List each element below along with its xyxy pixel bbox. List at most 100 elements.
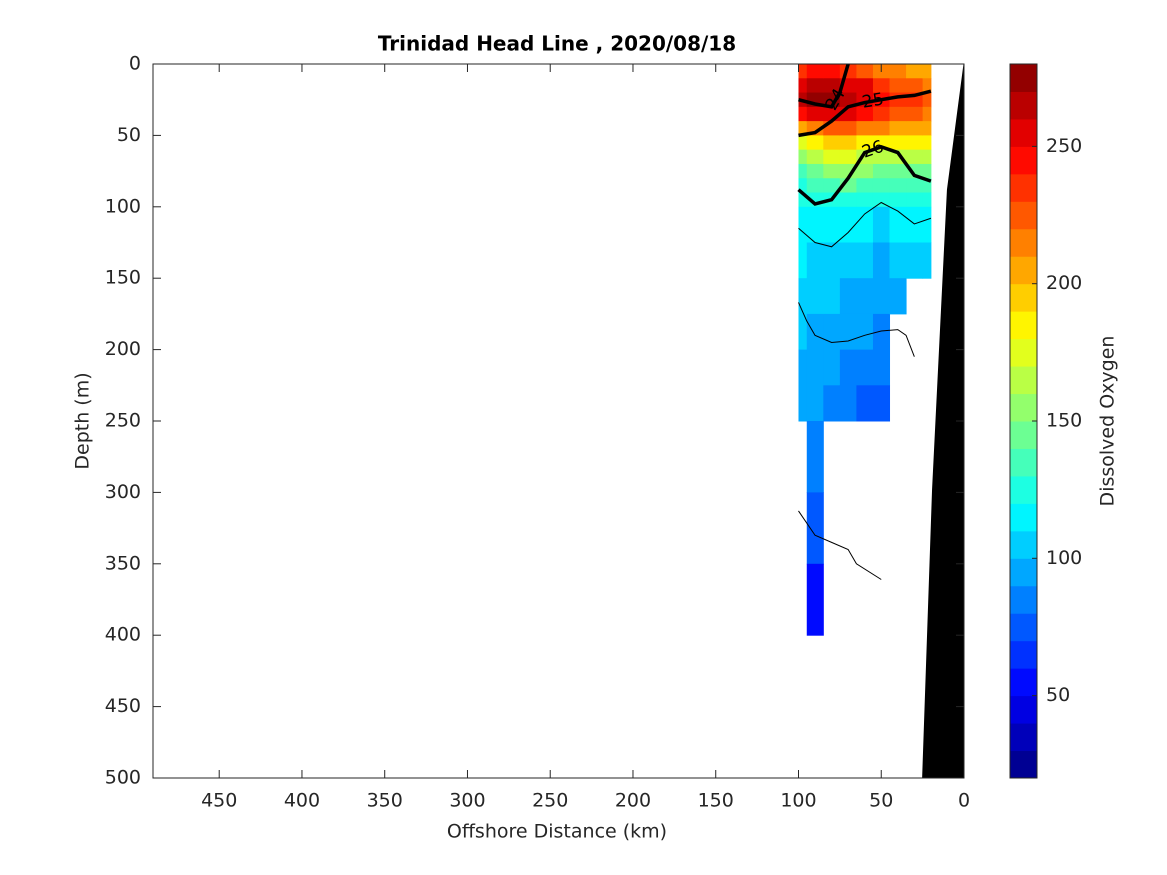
data-cell <box>823 385 841 422</box>
data-cell <box>798 135 808 151</box>
data-cell <box>839 278 857 315</box>
data-cell <box>922 163 932 179</box>
data-cell <box>798 163 808 179</box>
data-cell <box>906 106 924 122</box>
colorbar-band <box>1010 695 1037 724</box>
colorbar-band <box>1010 173 1037 202</box>
data-cell <box>839 92 857 108</box>
data-cell <box>872 192 891 208</box>
data-cell <box>889 178 907 194</box>
data-cell <box>798 64 808 79</box>
x-tick-label: 150 <box>698 790 734 812</box>
y-tick-label: 350 <box>105 552 141 574</box>
data-cell <box>922 121 932 136</box>
data-cell <box>889 278 907 315</box>
colorbar-band <box>1010 91 1037 120</box>
data-cell <box>839 385 857 422</box>
data-cell <box>823 149 841 165</box>
y-tick-label: 0 <box>129 53 141 75</box>
y-tick-label: 200 <box>105 338 141 360</box>
data-cell <box>872 242 891 279</box>
colorbar-tick-label: 150 <box>1046 410 1082 432</box>
x-tick-label: 400 <box>284 790 320 812</box>
data-cell <box>856 349 874 386</box>
data-cell <box>922 78 932 94</box>
x-axis-label: Offshore Distance (km) <box>447 821 667 843</box>
x-tick-label: 0 <box>958 790 970 812</box>
data-cell <box>889 78 907 94</box>
data-cell <box>922 92 932 108</box>
x-tick-label: 350 <box>367 790 403 812</box>
data-cell <box>806 64 824 79</box>
data-cell <box>922 64 932 79</box>
data-cell <box>872 121 891 136</box>
data-cell <box>872 385 891 422</box>
colorbar-band <box>1010 448 1037 477</box>
chart-title: Trinidad Head Line , 2020/08/18 <box>378 32 736 56</box>
x-tick-label: 300 <box>449 790 485 812</box>
data-cell <box>856 163 874 179</box>
y-tick-label: 100 <box>105 195 141 217</box>
data-cell <box>839 135 857 151</box>
data-cell <box>906 149 924 165</box>
data-cell <box>856 192 874 208</box>
data-cell <box>856 206 874 243</box>
data-cell <box>856 64 874 79</box>
data-cell <box>906 242 924 279</box>
data-cell <box>889 135 907 151</box>
data-cell <box>823 349 841 386</box>
data-cell <box>922 149 932 165</box>
data-cell <box>889 106 907 122</box>
contour-line <box>798 510 882 580</box>
data-cell <box>889 163 907 179</box>
data-cell <box>823 206 841 243</box>
data-cell <box>806 242 824 279</box>
colorbar-band <box>1010 283 1037 312</box>
data-cell <box>806 278 824 315</box>
data-cell <box>806 492 824 565</box>
data-cell <box>798 385 808 422</box>
data-cell <box>906 78 924 94</box>
colorbar-band <box>1010 393 1037 422</box>
data-cell <box>872 163 891 179</box>
y-tick-label: 500 <box>105 767 141 789</box>
data-cell <box>872 178 891 194</box>
contour-label: 25 <box>861 89 886 112</box>
colorbar-band <box>1010 256 1037 285</box>
colorbar-band <box>1010 503 1037 532</box>
y-axis-label: Depth (m) <box>72 372 94 469</box>
colorbar-band <box>1010 723 1037 752</box>
colorbar-tick-label: 200 <box>1046 272 1082 294</box>
data-cell <box>823 313 841 351</box>
data-cell <box>922 206 932 243</box>
data-cell <box>806 163 824 179</box>
colorbar-band <box>1010 585 1037 614</box>
colorbar-label: Dissolved Oxygen <box>1097 336 1119 507</box>
data-cell <box>889 64 907 79</box>
data-cell <box>798 192 808 208</box>
data-cell <box>823 163 841 179</box>
data-cell <box>823 178 841 194</box>
x-tick-label: 450 <box>201 790 237 812</box>
data-cell <box>872 206 891 243</box>
data-cell <box>798 242 808 279</box>
colorbar-tick-label: 100 <box>1046 547 1082 569</box>
data-cell <box>872 313 891 351</box>
data-cell <box>856 78 874 94</box>
contour-line <box>798 63 850 109</box>
data-cell <box>823 135 841 151</box>
contour-line <box>798 302 915 357</box>
data-cell <box>856 242 874 279</box>
data-cell <box>806 206 824 243</box>
data-cell <box>872 278 891 315</box>
data-cell <box>823 242 841 279</box>
colorbar-band <box>1010 668 1037 697</box>
data-cell <box>798 178 808 194</box>
data-cell <box>922 106 932 122</box>
data-cell <box>889 192 907 208</box>
data-cell <box>872 349 891 386</box>
data-cell <box>806 563 824 636</box>
data-cell <box>798 78 808 94</box>
data-cell <box>798 106 808 122</box>
